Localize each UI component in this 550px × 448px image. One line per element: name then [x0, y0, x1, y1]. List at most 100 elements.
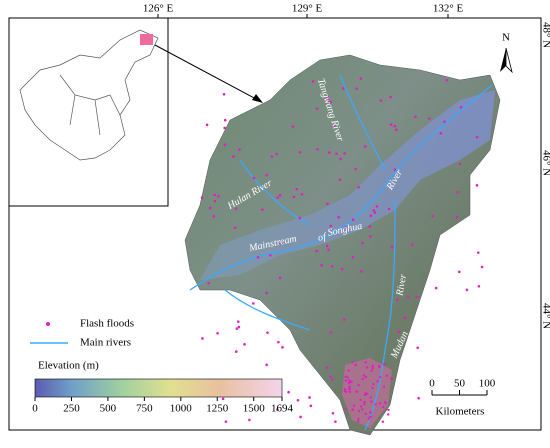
colorbar — [34, 378, 283, 398]
river-label: of — [317, 231, 328, 244]
flash-flood — [359, 77, 363, 80]
flash-flood — [363, 401, 366, 404]
flash-flood — [275, 152, 278, 156]
flash-flood — [298, 150, 302, 154]
legend-flood-symbol — [46, 322, 50, 326]
flash-flood — [354, 167, 357, 171]
flash-flood — [344, 407, 347, 411]
flash-flood — [335, 152, 338, 156]
flash-flood — [367, 417, 370, 420]
flash-flood — [396, 298, 399, 301]
flash-flood — [371, 366, 375, 370]
flash-flood — [379, 99, 383, 102]
flash-flood — [207, 281, 210, 285]
flash-flood — [261, 208, 264, 212]
flash-flood — [329, 375, 332, 378]
flash-flood — [397, 330, 401, 334]
flash-flood — [278, 193, 282, 197]
flash-flood — [265, 173, 269, 177]
inset-arrow — [154, 44, 259, 101]
flash-flood — [364, 412, 367, 416]
colorbar-tick-label: 250 — [63, 403, 80, 415]
scale-bar: 0 50 100 — [429, 378, 496, 396]
flash-flood — [359, 398, 362, 402]
flash-flood — [364, 391, 367, 395]
flash-flood — [363, 145, 367, 148]
river — [339, 74, 386, 171]
flash-flood — [373, 211, 377, 214]
flash-flood — [201, 337, 204, 340]
flash-flood — [276, 196, 280, 199]
north-label: N — [502, 32, 510, 44]
flash-flood — [361, 408, 364, 411]
flash-flood — [351, 360, 354, 364]
flash-flood — [256, 256, 260, 259]
flash-flood — [348, 390, 352, 393]
flash-flood — [341, 87, 345, 90]
flash-flood — [370, 369, 374, 372]
flash-flood — [308, 396, 311, 399]
colorbar-tick-label: 0 — [32, 403, 38, 415]
flash-flood — [387, 413, 390, 416]
flash-flood — [465, 288, 469, 292]
flash-flood — [369, 235, 372, 238]
colorbar-tick-label: 750 — [136, 403, 153, 415]
flash-flood — [364, 375, 368, 379]
flash-flood — [455, 216, 459, 219]
graticule-label: 46° N — [540, 150, 550, 176]
flash-flood — [217, 194, 220, 198]
flash-flood — [417, 396, 420, 400]
flash-flood — [427, 117, 431, 120]
flash-flood — [298, 216, 302, 220]
flash-flood — [265, 291, 268, 295]
flash-flood — [345, 390, 348, 394]
flash-flood — [277, 340, 280, 344]
colorbar-title: Elevation (m) — [38, 360, 99, 372]
flash-flood — [287, 390, 290, 394]
colorbar-tick-label: 1694 — [271, 403, 294, 415]
flash-flood — [331, 378, 334, 381]
colorbar-tick-label: 1000 — [170, 403, 193, 415]
flash-flood — [369, 415, 372, 419]
flash-flood — [224, 420, 228, 423]
flash-flood — [299, 415, 302, 419]
flash-flood — [329, 224, 333, 228]
flash-flood — [475, 135, 479, 139]
flash-flood — [389, 95, 392, 99]
flash-flood — [265, 363, 268, 367]
flash-flood — [371, 364, 374, 367]
flash-flood — [320, 264, 323, 267]
flash-flood — [325, 244, 329, 248]
flash-flood — [434, 286, 438, 290]
flash-flood — [316, 147, 319, 151]
flash-flood — [357, 185, 360, 189]
graticule-label: 44° N — [540, 303, 550, 329]
colorbar-tick-label: 500 — [100, 403, 117, 415]
flash-flood — [458, 162, 462, 166]
flash-flood — [223, 143, 227, 147]
flash-flood — [480, 265, 484, 269]
flash-flood — [212, 215, 216, 218]
flash-flood — [326, 95, 329, 99]
flash-flood — [414, 115, 417, 119]
flash-flood — [252, 176, 256, 180]
flash-flood — [276, 408, 279, 411]
flash-flood — [376, 379, 379, 383]
flash-flood — [389, 123, 393, 127]
flash-flood — [334, 420, 337, 423]
flash-flood — [476, 251, 480, 254]
flash-flood — [343, 387, 347, 391]
flash-flood — [352, 404, 356, 407]
flash-flood — [348, 385, 351, 388]
flash-flood — [332, 124, 336, 127]
flash-flood — [356, 420, 360, 423]
flash-flood — [431, 214, 435, 218]
flash-flood — [477, 284, 481, 288]
study-area-marker — [140, 34, 153, 45]
colorbar-tick-label: 1500 — [243, 403, 266, 415]
flash-flood — [390, 377, 393, 381]
flash-flood — [337, 215, 340, 219]
flash-flood — [216, 331, 219, 335]
flash-flood — [361, 377, 365, 381]
